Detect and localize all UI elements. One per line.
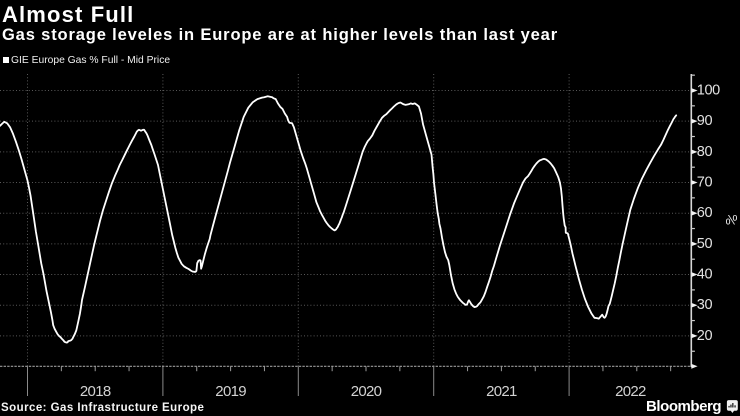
svg-text:2022: 2022 (615, 383, 646, 400)
svg-text:30: 30 (697, 297, 713, 313)
svg-text:20: 20 (697, 328, 713, 344)
svg-text:%: % (725, 212, 737, 227)
svg-text:70: 70 (697, 175, 713, 191)
svg-text:80: 80 (697, 144, 713, 160)
svg-text:60: 60 (697, 205, 713, 221)
svg-text:90: 90 (697, 113, 713, 129)
svg-text:2021: 2021 (486, 383, 517, 400)
svg-text:50: 50 (697, 236, 713, 252)
svg-text:100: 100 (697, 83, 720, 99)
svg-text:40: 40 (697, 267, 713, 283)
svg-text:2019: 2019 (215, 383, 246, 400)
svg-text:2018: 2018 (80, 383, 111, 400)
svg-text:2020: 2020 (351, 383, 382, 400)
